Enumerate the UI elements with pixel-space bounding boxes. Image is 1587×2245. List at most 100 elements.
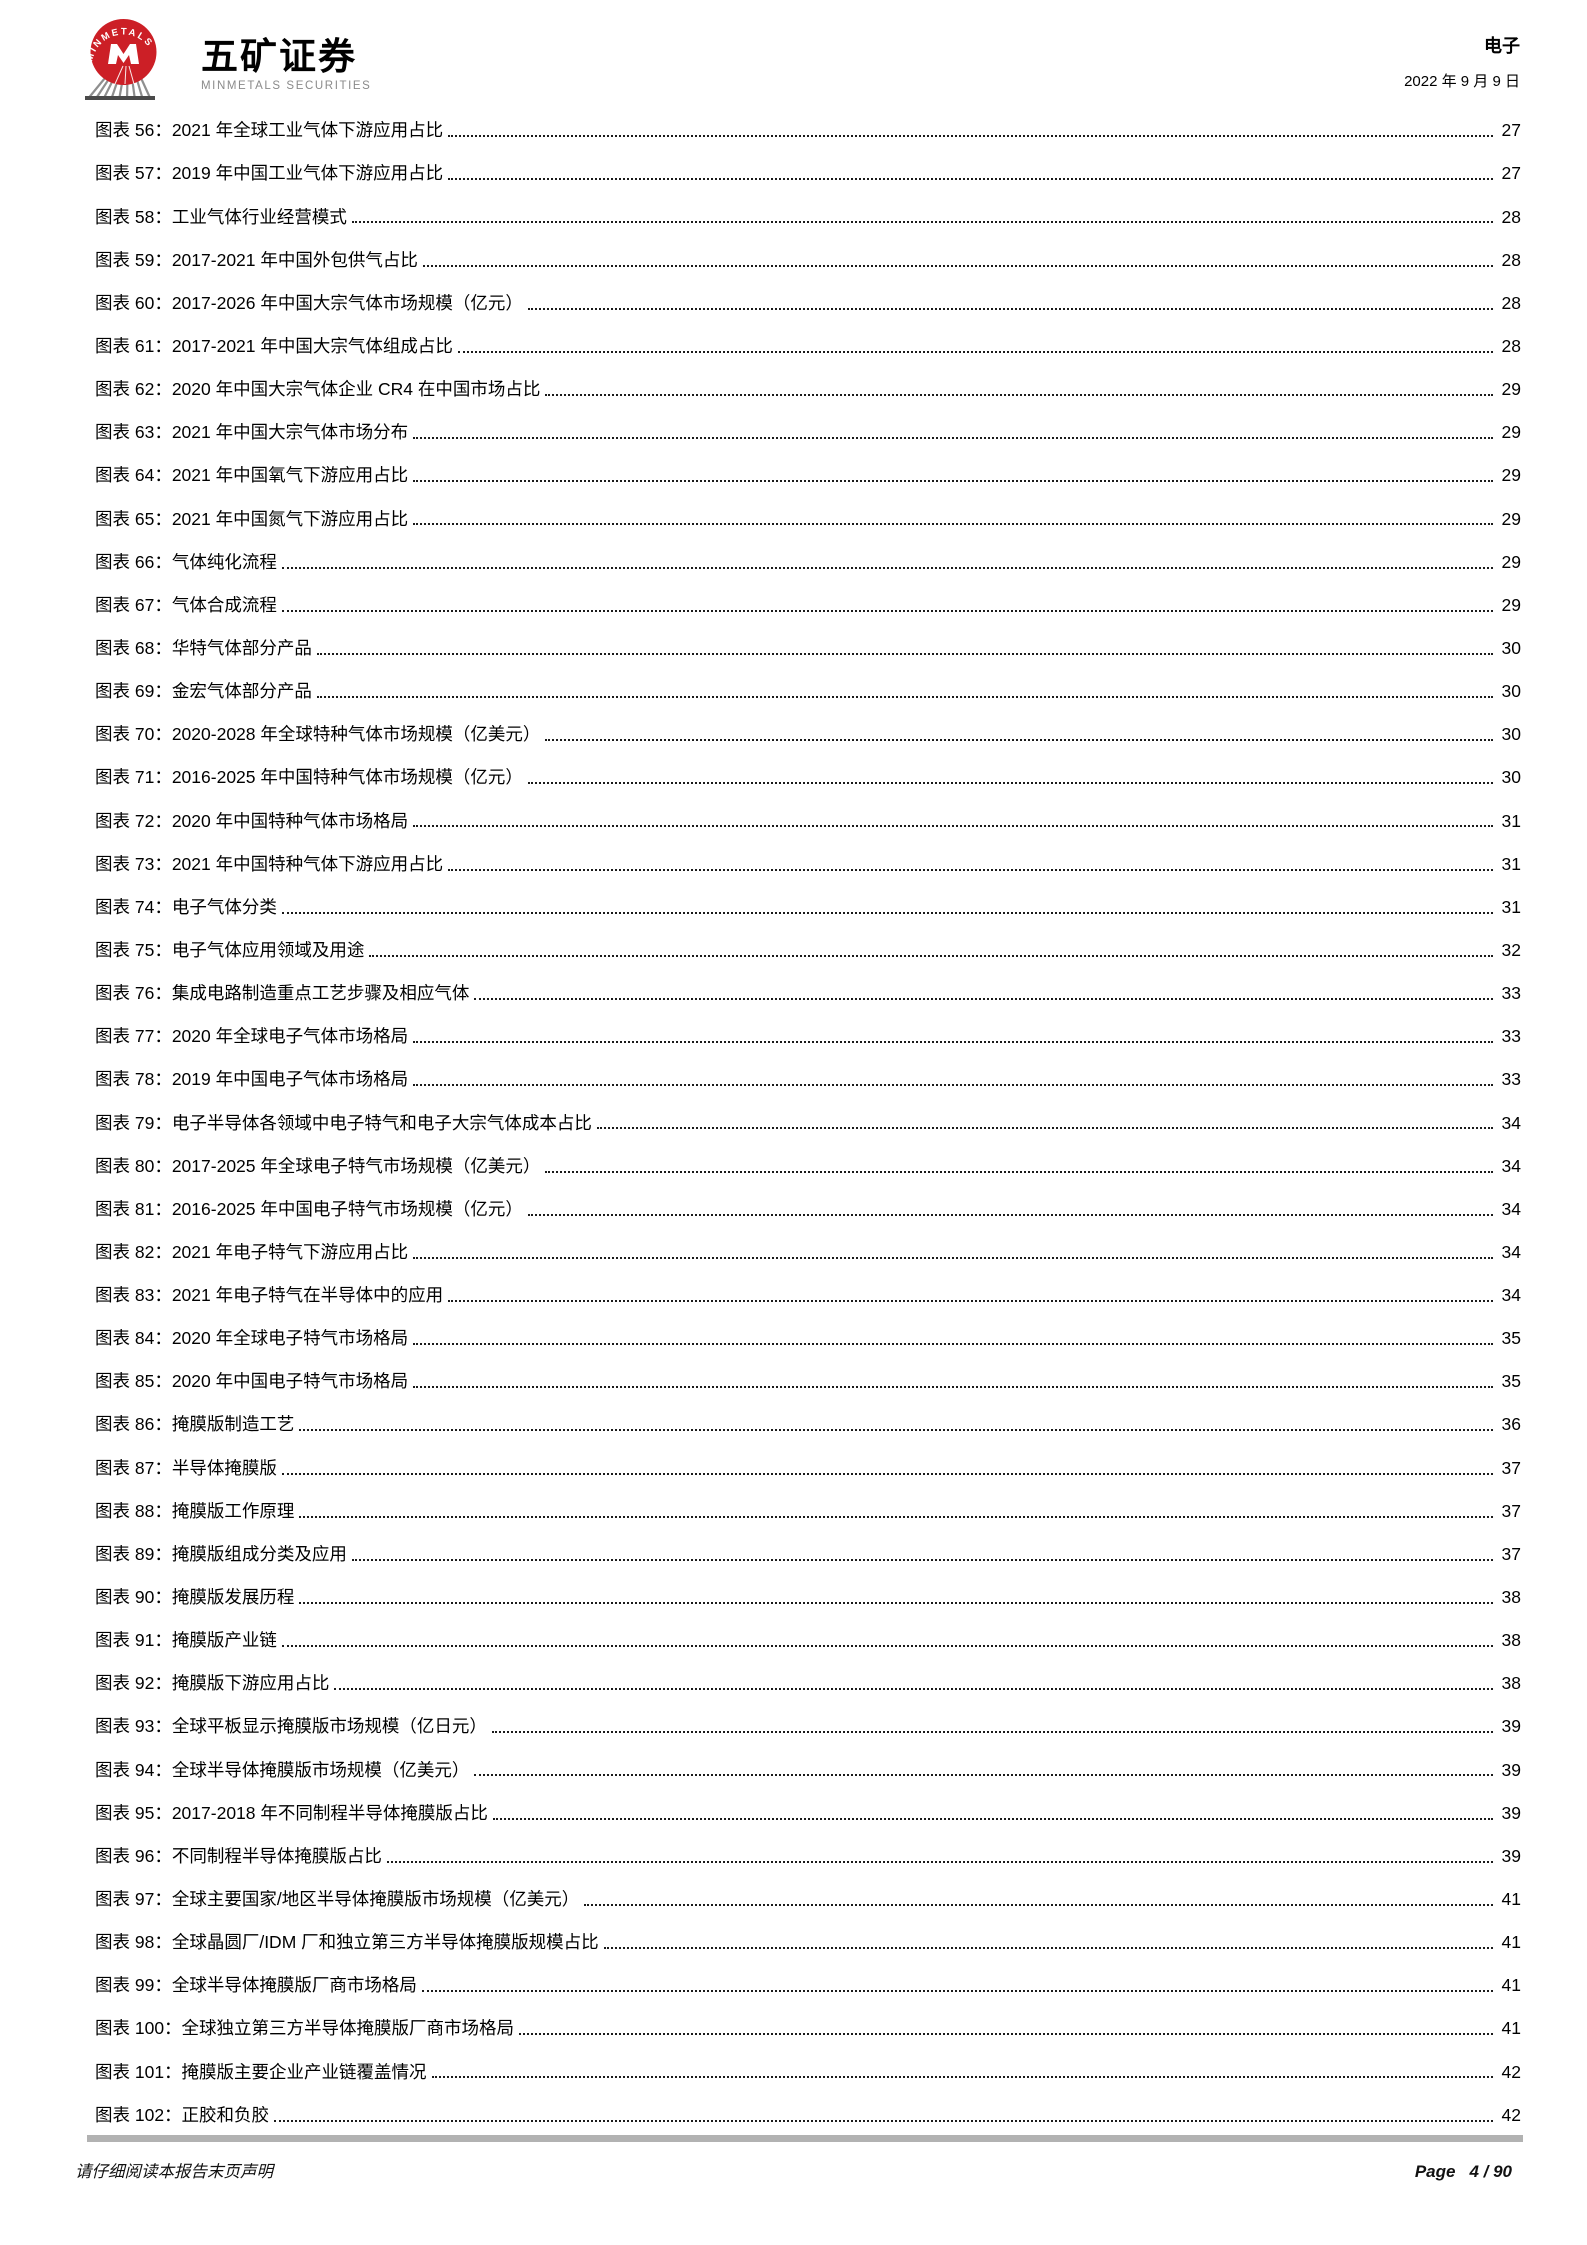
toc-entry[interactable]: 图表 69：金宏气体部分产品 30	[95, 660, 1521, 703]
brand-text: 五矿证券 MINMETALS SECURITIES	[201, 14, 371, 92]
toc-entry[interactable]: 图表 86：掩膜版制造工艺 36	[95, 1393, 1521, 1436]
toc-entry[interactable]: 图表 79：电子半导体各领域中电子特气和电子大宗气体成本占比 34	[95, 1091, 1521, 1134]
toc-entry[interactable]: 图表 64：2021 年中国氧气下游应用占比 29	[95, 444, 1521, 487]
toc-entry[interactable]: 图表 61：2017-2021 年中国大宗气体组成占比 28	[95, 315, 1521, 358]
toc-entry-label: 图表 57：2019 年中国工业气体下游应用占比	[95, 163, 444, 184]
toc-entry[interactable]: 图表 100：全球独立第三方半导体掩膜版厂商市场格局 41	[95, 1997, 1521, 2040]
toc-entry[interactable]: 图表 89：掩膜版组成分类及应用 37	[95, 1523, 1521, 1566]
toc-entry[interactable]: 图表 80：2017-2025 年全球电子特气市场规模（亿美元） 34	[95, 1134, 1521, 1177]
toc-dot-leader	[527, 307, 1493, 310]
toc-entry[interactable]: 图表 66：气体纯化流程 29	[95, 530, 1521, 573]
toc-dot-leader	[603, 1947, 1493, 1950]
toc-entry[interactable]: 图表 96：不同制程半导体掩膜版占比 39	[95, 1825, 1521, 1868]
brand-name-en: MINMETALS SECURITIES	[201, 80, 372, 92]
toc-entry[interactable]: 图表 76：集成电路制造重点工艺步骤及相应气体 33	[95, 962, 1521, 1005]
toc-entry-label: 图表 75：电子气体应用领域及用途	[95, 939, 365, 960]
toc-dot-leader	[448, 868, 1493, 871]
toc-entry[interactable]: 图表 77：2020 年全球电子气体市场格局 33	[95, 1005, 1521, 1048]
toc-dot-leader	[274, 2119, 1493, 2122]
toc-entry[interactable]: 图表 70：2020-2028 年全球特种气体市场规模（亿美元） 30	[95, 703, 1521, 746]
toc-entry[interactable]: 图表 83：2021 年电子特气在半导体中的应用 34	[95, 1264, 1521, 1307]
toc-list: 图表 56：2021 年全球工业气体下游应用占比 27 图表 57：2019 年…	[95, 99, 1521, 2127]
toc-entry-page: 39	[1501, 1759, 1521, 1780]
toc-dot-leader	[584, 1903, 1493, 1906]
toc-entry-label: 图表 81：2016-2025 年中国电子特气市场规模（亿元）	[95, 1198, 523, 1219]
toc-entry-label: 图表 65：2021 年中国氮气下游应用占比	[95, 508, 409, 529]
toc-dot-leader	[413, 1041, 1493, 1044]
toc-entry[interactable]: 图表 72：2020 年中国特种气体市场格局 31	[95, 789, 1521, 832]
toc-dot-leader	[421, 1990, 1493, 1993]
toc-dot-leader	[334, 1688, 1493, 1691]
toc-entry[interactable]: 图表 94：全球半导体掩膜版市场规模（亿美元） 39	[95, 1738, 1521, 1781]
toc-entry-label: 图表 62：2020 年中国大宗气体企业 CR4 在中国市场占比	[95, 379, 541, 400]
toc-entry[interactable]: 图表 81：2016-2025 年中国电子特气市场规模（亿元） 34	[95, 1178, 1521, 1221]
toc-entry[interactable]: 图表 87：半导体掩膜版 37	[95, 1436, 1521, 1479]
footer: 请仔细阅读本报告末页声明 Page 4 / 90	[75, 2158, 1512, 2182]
footer-divider	[87, 2135, 1523, 2142]
toc-entry-page: 38	[1501, 1630, 1521, 1651]
toc-entry-label: 图表 63：2021 年中国大宗气体市场分布	[95, 422, 409, 443]
toc-entry[interactable]: 图表 101：掩膜版主要企业产业链覆盖情况 42	[95, 2040, 1521, 2083]
toc-entry[interactable]: 图表 91：掩膜版产业链 38	[95, 1609, 1521, 1652]
toc-entry-page: 35	[1501, 1371, 1521, 1392]
toc-entry[interactable]: 图表 65：2021 年中国氮气下游应用占比 29	[95, 487, 1521, 530]
toc-entry-label: 图表 96：不同制程半导体掩膜版占比	[95, 1845, 382, 1866]
toc-entry[interactable]: 图表 98：全球晶圆厂/IDM 厂和独立第三方半导体掩膜版规模占比 41	[95, 1911, 1521, 1954]
toc-entry[interactable]: 图表 95：2017-2018 年不同制程半导体掩膜版占比 39	[95, 1781, 1521, 1824]
footer-disclaimer: 请仔细阅读本报告末页声明	[75, 2163, 273, 2181]
toc-entry-label: 图表 66：气体纯化流程	[95, 551, 277, 572]
toc-entry-label: 图表 101：掩膜版主要企业产业链覆盖情况	[95, 2061, 427, 2082]
toc-entry[interactable]: 图表 73：2021 年中国特种气体下游应用占比 31	[95, 832, 1521, 875]
toc-dot-leader	[281, 609, 1493, 612]
toc-entry-label: 图表 74：电子气体分类	[95, 896, 277, 917]
toc-entry[interactable]: 图表 67：气体合成流程 29	[95, 574, 1521, 617]
toc-entry-page: 37	[1501, 1500, 1521, 1521]
toc-entry[interactable]: 图表 58：工业气体行业经营模式 28	[95, 185, 1521, 228]
page-number: 4 / 90	[1469, 2162, 1512, 2181]
toc-entry[interactable]: 图表 63：2021 年中国大宗气体市场分布 29	[95, 401, 1521, 444]
toc-entry-page: 39	[1501, 1716, 1521, 1737]
toc-entry-page: 41	[1501, 1932, 1521, 1953]
toc-entry-page: 33	[1501, 983, 1521, 1004]
toc-entry-label: 图表 86：掩膜版制造工艺	[95, 1414, 295, 1435]
toc-entry[interactable]: 图表 97：全球主要国家/地区半导体掩膜版市场规模（亿美元） 41	[95, 1868, 1521, 1911]
toc-entry[interactable]: 图表 71：2016-2025 年中国特种气体市场规模（亿元） 30	[95, 746, 1521, 789]
toc-entry[interactable]: 图表 99：全球半导体掩膜版厂商市场格局 41	[95, 1954, 1521, 1997]
toc-entry[interactable]: 图表 60：2017-2026 年中国大宗气体市场规模（亿元） 28	[95, 272, 1521, 315]
toc-entry-label: 图表 73：2021 年中国特种气体下游应用占比	[95, 853, 444, 874]
toc-entry[interactable]: 图表 90：掩膜版发展历程 38	[95, 1566, 1521, 1609]
toc-dot-leader	[299, 1515, 1493, 1518]
toc-entry[interactable]: 图表 56：2021 年全球工业气体下游应用占比 27	[95, 99, 1521, 142]
toc-entry-page: 34	[1501, 1112, 1521, 1133]
toc-entry-page: 42	[1501, 2104, 1521, 2125]
toc-entry-label: 图表 93：全球平板显示掩膜版市场规模（亿日元）	[95, 1716, 487, 1737]
toc-dot-leader	[281, 1645, 1493, 1648]
toc-dot-leader	[351, 1558, 1493, 1561]
toc-entry[interactable]: 图表 62：2020 年中国大宗气体企业 CR4 在中国市场占比 29	[95, 358, 1521, 401]
toc-entry-page: 29	[1501, 379, 1521, 400]
toc-dot-leader	[545, 393, 1493, 396]
toc-dot-leader	[474, 1774, 1493, 1777]
toc-entry-page: 29	[1501, 551, 1521, 572]
toc-entry[interactable]: 图表 92：掩膜版下游应用占比 38	[95, 1652, 1521, 1695]
toc-entry-page: 30	[1501, 767, 1521, 788]
toc-entry[interactable]: 图表 85：2020 年中国电子特气市场格局 35	[95, 1350, 1521, 1393]
toc-entry[interactable]: 图表 74：电子气体分类 31	[95, 876, 1521, 919]
toc-entry-page: 29	[1501, 422, 1521, 443]
toc-entry-label: 图表 89：掩膜版组成分类及应用	[95, 1543, 347, 1564]
toc-entry[interactable]: 图表 82：2021 年电子特气下游应用占比 34	[95, 1221, 1521, 1264]
toc-entry[interactable]: 图表 59：2017-2021 年中国外包供气占比 28	[95, 228, 1521, 271]
toc-entry[interactable]: 图表 93：全球平板显示掩膜版市场规模（亿日元） 39	[95, 1695, 1521, 1738]
toc-entry[interactable]: 图表 68：华特气体部分产品 30	[95, 617, 1521, 660]
toc-entry[interactable]: 图表 57：2019 年中国工业气体下游应用占比 27	[95, 142, 1521, 185]
toc-entry-label: 图表 84：2020 年全球电子特气市场格局	[95, 1328, 409, 1349]
toc-entry[interactable]: 图表 88：掩膜版工作原理 37	[95, 1480, 1521, 1523]
toc-dot-leader	[474, 997, 1493, 1000]
toc-entry[interactable]: 图表 84：2020 年全球电子特气市场格局 35	[95, 1307, 1521, 1350]
toc-entry-page: 29	[1501, 594, 1521, 615]
toc-dot-leader	[527, 1213, 1493, 1216]
toc-entry[interactable]: 图表 78：2019 年中国电子气体市场格局 33	[95, 1048, 1521, 1091]
toc-dot-leader	[491, 1731, 1493, 1734]
toc-entry[interactable]: 图表 75：电子气体应用领域及用途 32	[95, 919, 1521, 962]
toc-entry[interactable]: 图表 102：正胶和负胶 42	[95, 2083, 1521, 2126]
